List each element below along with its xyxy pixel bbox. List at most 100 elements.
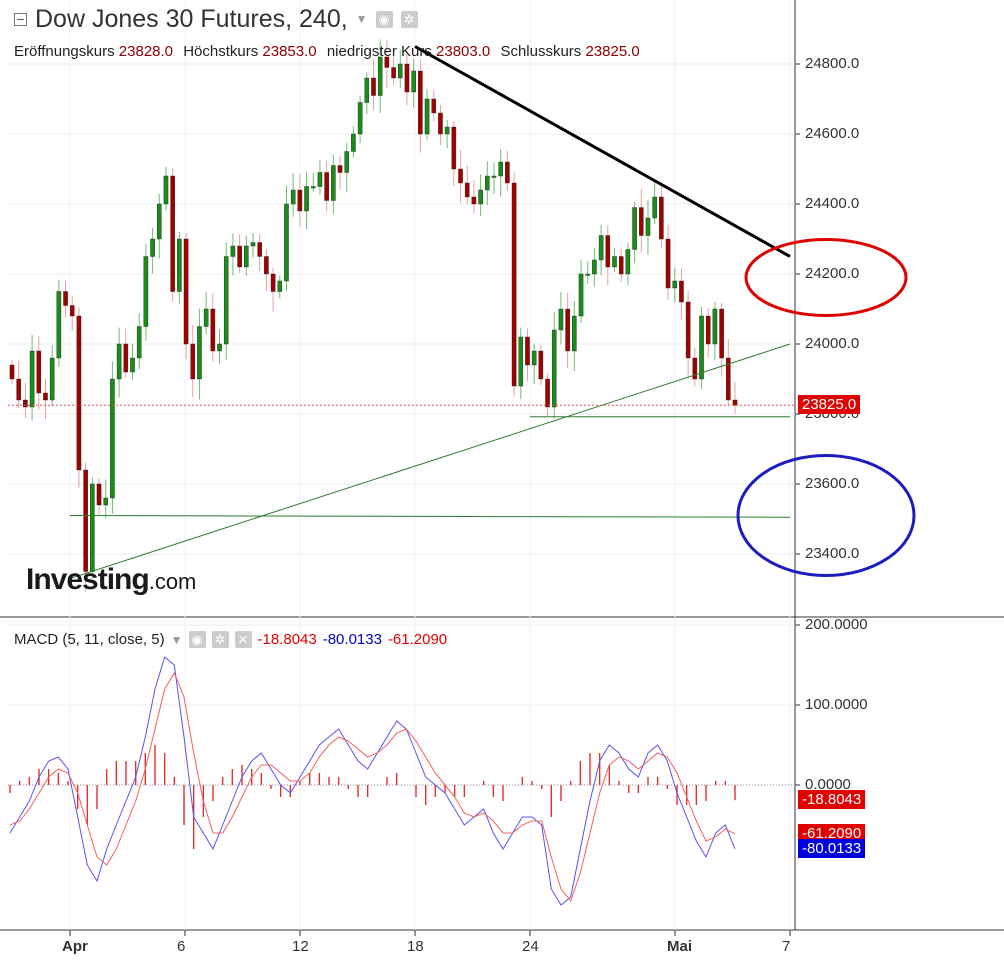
candle — [237, 245, 242, 268]
macd-line-value: -80.0133 — [322, 631, 382, 648]
candle — [699, 315, 704, 380]
candle — [659, 196, 664, 240]
candle — [190, 343, 196, 380]
candle — [719, 308, 724, 359]
candle — [49, 357, 55, 401]
candle — [558, 308, 564, 331]
candle — [639, 207, 644, 236]
ohlc-close-value: 23825.0 — [585, 43, 640, 60]
ohlc-readout: Eröffnungskurs 23828.0 Höchstkurs 23853.… — [14, 43, 646, 60]
ohlc-close-label: Schlusskurs — [500, 43, 582, 60]
candle — [43, 392, 48, 401]
macd-hist-value: -18.8043 — [257, 631, 317, 648]
x-tick-label: Mai — [667, 938, 693, 955]
close-icon[interactable]: ✕ — [234, 631, 252, 648]
candle — [270, 273, 276, 292]
macd-tick-label: 200.0000 — [805, 616, 868, 633]
price-tick-label: 23400.0 — [805, 545, 860, 562]
macd-tick-label: 0.0000 — [805, 776, 851, 793]
candle — [123, 343, 129, 373]
candle — [223, 256, 229, 345]
ohlc-open-label: Eröffnungskurs — [14, 43, 115, 60]
candle — [572, 315, 577, 352]
gear-icon[interactable]: ✲ — [400, 10, 418, 28]
x-tick-label: 7 — [782, 938, 791, 955]
collapse-icon[interactable] — [14, 12, 27, 26]
chevron-down-icon[interactable]: ▼ — [170, 632, 183, 647]
candle — [203, 308, 209, 327]
candle — [424, 98, 430, 135]
macd-value-tag: -80.0133 — [798, 839, 866, 858]
ohlc-high-label: Höchstkurs — [183, 43, 259, 60]
investing-logo: Investing.com — [26, 563, 196, 597]
candle — [458, 168, 463, 184]
price-tick-label: 24600.0 — [805, 125, 860, 142]
candle — [183, 238, 189, 345]
signal-line — [9, 671, 736, 903]
logo-main: Investing — [26, 563, 150, 596]
candle — [116, 343, 122, 380]
annotation-ellipse — [744, 238, 908, 317]
candle — [16, 378, 21, 401]
eye-icon[interactable]: ◉ — [188, 631, 206, 648]
candle — [310, 186, 316, 189]
candle — [317, 172, 323, 187]
candle — [712, 308, 718, 345]
eye-icon[interactable]: ◉ — [375, 10, 393, 28]
candle — [96, 483, 102, 506]
candle — [244, 245, 249, 268]
candle — [377, 56, 383, 96]
candle — [90, 483, 95, 572]
x-tick-label: Apr — [62, 938, 88, 955]
candle — [485, 175, 490, 191]
candle — [23, 399, 28, 408]
trendline-rising-support — [69, 343, 791, 579]
candle — [29, 350, 35, 408]
candle — [665, 238, 671, 289]
candle — [9, 364, 15, 380]
candle — [384, 56, 390, 68]
candle — [290, 189, 296, 205]
candle — [498, 161, 503, 177]
x-tick-label: 12 — [292, 938, 309, 955]
candle — [618, 256, 624, 275]
candle — [545, 378, 550, 408]
candle — [565, 308, 570, 352]
macd-label: MACD (5, 11, close, 5) — [14, 631, 165, 648]
candle — [83, 469, 88, 572]
candle — [56, 291, 62, 359]
x-tick-label: 24 — [522, 938, 539, 955]
ohlc-open-value: 23828.0 — [118, 43, 174, 60]
logo-suffix: .com — [148, 569, 197, 594]
candle — [685, 301, 691, 359]
annotation-ellipse — [736, 454, 916, 577]
candle — [464, 182, 470, 198]
candle — [250, 242, 256, 247]
candle — [357, 102, 363, 135]
candle — [444, 126, 450, 135]
candle — [418, 70, 423, 135]
gear-icon[interactable]: ✲ — [211, 631, 229, 648]
x-tick-label: 6 — [177, 938, 186, 955]
candle — [692, 357, 698, 380]
candle — [598, 235, 604, 261]
candle — [652, 196, 657, 219]
candle — [505, 161, 510, 184]
candle — [76, 315, 82, 471]
candle — [103, 497, 108, 506]
x-tick-label: 18 — [407, 938, 424, 955]
candle — [157, 203, 162, 240]
chevron-down-icon[interactable]: ▼ — [355, 12, 368, 26]
price-tick-label: 23600.0 — [805, 475, 860, 492]
price-tick-label: 24000.0 — [805, 335, 860, 352]
candle — [344, 151, 349, 173]
trendline-resistance — [414, 45, 791, 258]
candle — [150, 238, 155, 257]
candle — [264, 256, 269, 275]
price-tick-label: 24800.0 — [805, 55, 860, 72]
candle — [531, 350, 537, 366]
candle — [585, 273, 590, 276]
chart-title: Dow Jones 30 Futures, 240, — [35, 4, 348, 33]
